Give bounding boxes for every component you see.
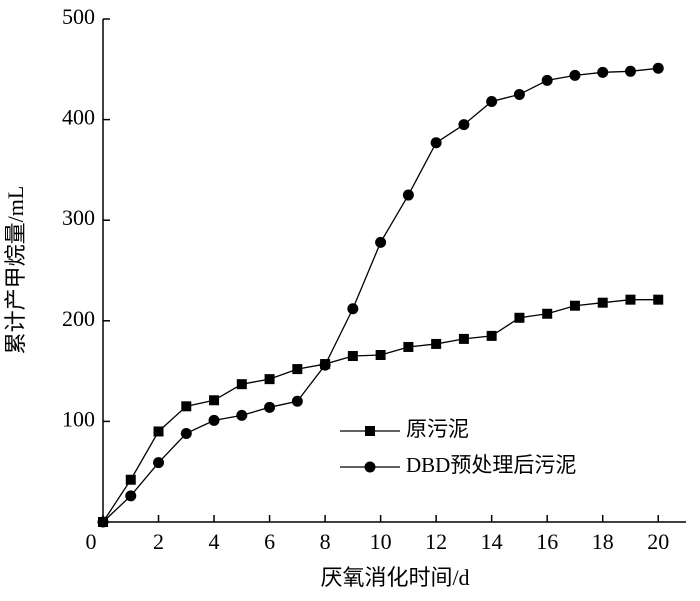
marker [180,427,192,439]
x-tick-label: 16 [536,529,558,554]
y-tick-label: 400 [62,105,95,130]
x-tick-label: 12 [425,529,447,554]
marker [347,351,358,362]
x-tick-label: 8 [320,529,331,554]
marker [364,461,376,473]
marker [597,66,609,78]
marker [514,312,525,323]
marker [365,426,375,436]
marker [542,308,553,319]
x-tick-label: 4 [209,529,220,554]
y-axis-label: 累计产甲烷量/mL [3,186,28,355]
marker [209,395,220,406]
marker [125,474,136,485]
x-tick-label: 18 [592,529,614,554]
marker [458,119,470,131]
legend-label: 原污泥 [406,417,469,441]
y-tick-label: 500 [62,4,95,29]
marker [625,294,636,305]
marker [347,303,359,315]
marker [181,401,192,412]
y-tick-label: 200 [62,306,95,331]
marker [431,338,442,349]
x-tick-label: 20 [647,529,669,554]
marker [513,88,525,100]
marker [597,297,608,308]
marker [236,379,247,390]
marker [319,359,331,371]
marker [291,395,303,407]
legend: 原污泥 DBD预处理后污泥 [340,417,576,477]
marker [486,95,498,107]
marker [403,341,414,352]
marker [153,426,164,437]
marker [652,62,664,74]
marker [236,409,248,421]
marker [486,330,497,341]
marker [264,374,275,385]
x-tick-label: 14 [481,529,503,554]
marker [153,457,165,469]
y-tick-label: 300 [62,205,95,230]
marker [569,300,580,311]
marker [653,294,664,305]
marker [292,364,303,375]
marker [458,333,469,344]
y-tick-label: 100 [62,406,95,431]
x-tick-label: 10 [370,529,392,554]
x-tick-label: 2 [153,529,164,554]
marker [97,516,109,528]
x-axis-label: 厌氧消化时间/d [320,565,469,590]
marker [402,189,414,201]
marker [624,65,636,77]
marker [430,137,442,149]
marker [569,69,581,81]
marker [208,414,220,426]
marker [264,401,276,413]
x-tick-label: 0 [86,529,97,554]
marker [375,236,387,248]
marker [375,350,386,361]
x-tick-label: 6 [264,529,275,554]
marker [541,74,553,86]
marker [125,490,137,502]
legend-label: DBD预处理后污泥 [406,453,576,477]
